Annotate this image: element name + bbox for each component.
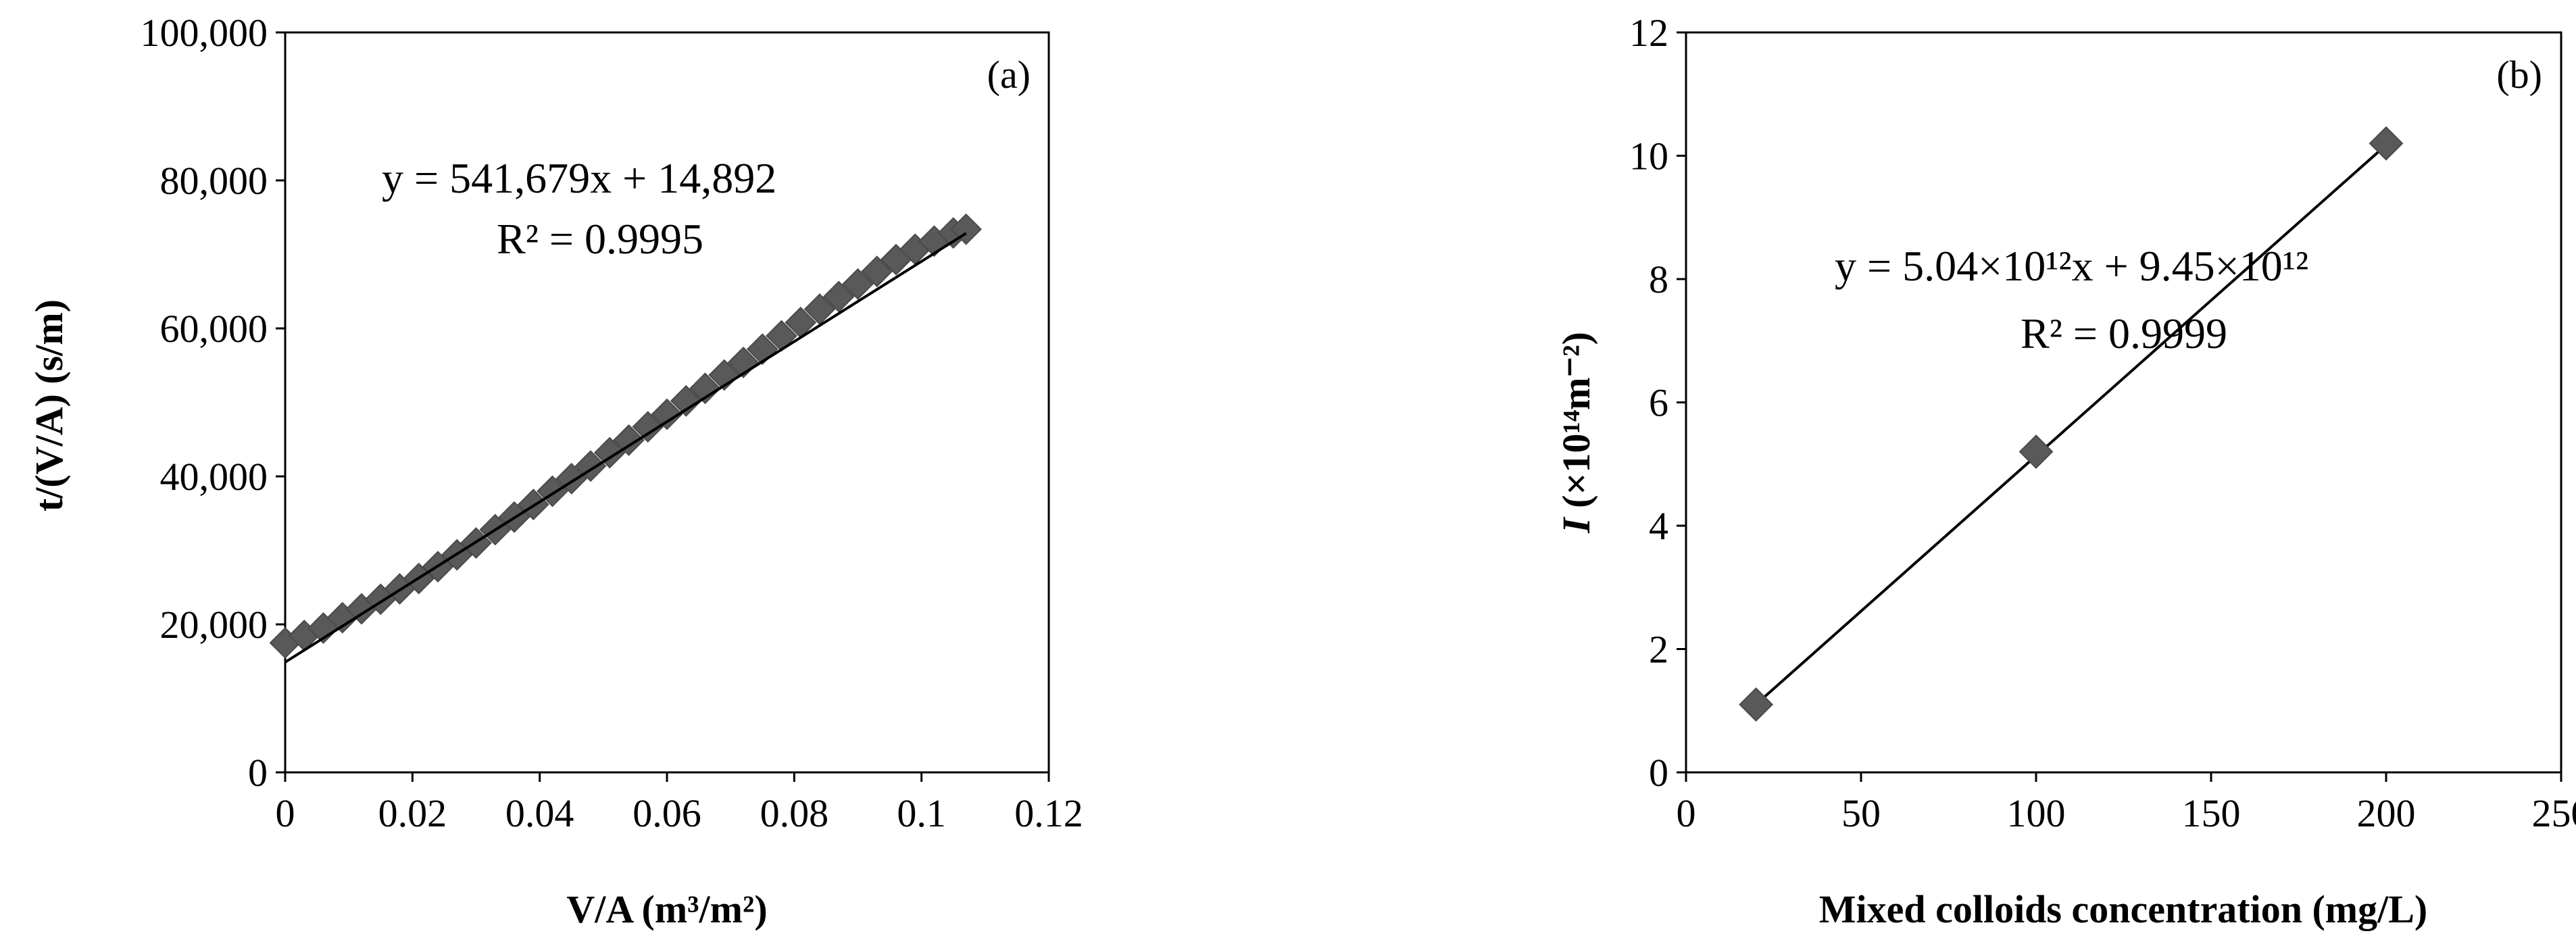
chart-a-x-tick-label: 0.08: [760, 791, 829, 835]
chart-a-data-point: [613, 424, 645, 456]
chart-a-panel-label: (a): [987, 53, 1031, 97]
chart-b-x-tick-label: 150: [2182, 791, 2241, 835]
chart-b-x-tick-label: 250: [2532, 791, 2576, 835]
chart-b-x-tick-label: 100: [2007, 791, 2066, 835]
chart-a-data-point: [593, 437, 626, 469]
chart-a-y-tick-label: 80,000: [160, 159, 268, 203]
chart-a-x-axis-title: V/A (m³/m²): [566, 887, 767, 931]
chart-b-data-point: [2018, 434, 2054, 469]
chart-b-y-tick-label: 6: [1649, 381, 1668, 425]
chart-b-y-tick-label: 12: [1629, 11, 1668, 55]
chart-a-x-tick-label: 0.12: [1014, 791, 1083, 835]
chart-b-x-tick-label: 0: [1677, 791, 1696, 835]
chart-b-y-axis: 0 2 4 6 8 10 12: [1629, 11, 1686, 795]
chart-a-data-point: [689, 372, 721, 405]
chart-a-data-point: [822, 280, 855, 313]
chart-a-y-tick-label: 100,000: [141, 11, 268, 55]
chart-a-data-point: [670, 384, 702, 417]
chart-b-y-tick-label: 0: [1649, 751, 1668, 795]
chart-a-data-point: [651, 398, 683, 430]
chart-a-data-point: [632, 411, 664, 443]
chart-a-x-tick-label: 0.1: [897, 791, 946, 835]
chart-b: 0 2 4 6 8 10 12 0 50 100 150 200 250 (b) y = 5.04×1…: [1554, 11, 2576, 931]
chart-b-y-tick-label: 2: [1649, 628, 1668, 672]
chart-b-data-point: [1739, 687, 1774, 722]
chart-a: 0 20,000 40,000 60,000 80,000 100,000 0 0.02 0.…: [27, 11, 1083, 931]
chart-b-x-tick-label: 200: [2357, 791, 2416, 835]
chart-b-trendline: [1755, 144, 2387, 705]
chart-b-equation: y = 5.04×10¹²x + 9.45×10¹²: [1835, 242, 2308, 290]
chart-a-x-tick-label: 0.04: [505, 791, 574, 835]
chart-b-plot-frame: [1685, 31, 2562, 774]
chart-b-series: [1739, 126, 2404, 722]
chart-b-y-axis-title-symbol: I: [1554, 516, 1598, 534]
chart-b-y-tick-label: 4: [1649, 504, 1668, 548]
chart-b-y-axis-title: I (×10¹⁴m⁻²): [1554, 332, 1598, 534]
chart-a-data-point: [861, 255, 893, 288]
chart-a-y-tick-label: 20,000: [160, 603, 268, 647]
chart-b-y-axis-title-unit: (×10¹⁴m⁻²): [1554, 332, 1598, 518]
chart-b-r-squared: R² = 0.9999: [2021, 309, 2227, 357]
chart-a-y-axis: 0 20,000 40,000 60,000 80,000 100,000: [141, 11, 285, 795]
chart-a-y-tick-label: 60,000: [160, 307, 268, 351]
chart-b-y-tick-label: 10: [1629, 134, 1668, 178]
chart-b-data-point: [2369, 126, 2404, 161]
chart-a-equation: y = 541,679x + 14,892: [382, 154, 776, 202]
chart-a-y-axis-title: t/(V/A) (s/m): [27, 299, 71, 512]
chart-b-x-tick-label: 50: [1841, 791, 1881, 835]
chart-b-x-axis-title: Mixed colloids concentration (mg/L): [1819, 887, 2428, 931]
chart-a-data-point: [842, 268, 874, 300]
chart-a-x-tick-label: 0.06: [633, 791, 701, 835]
chart-b-panel-label: (b): [2496, 53, 2542, 97]
chart-a-y-tick-label: 40,000: [160, 455, 268, 499]
chart-a-x-tick-label: 0.02: [378, 791, 447, 835]
chart-a-x-tick-label: 0: [276, 791, 295, 835]
chart-b-x-axis: 0 50 100 150 200 250: [1677, 772, 2576, 835]
chart-a-r-squared: R² = 0.9995: [497, 215, 703, 263]
chart-b-y-tick-label: 8: [1649, 257, 1668, 301]
chart-a-trendline: [284, 232, 967, 664]
chart-a-x-axis: 0 0.02 0.04 0.06 0.08 0.1 0.12: [276, 772, 1083, 835]
chart-a-series: [269, 213, 982, 659]
chart-a-y-tick-label: 0: [248, 751, 268, 795]
